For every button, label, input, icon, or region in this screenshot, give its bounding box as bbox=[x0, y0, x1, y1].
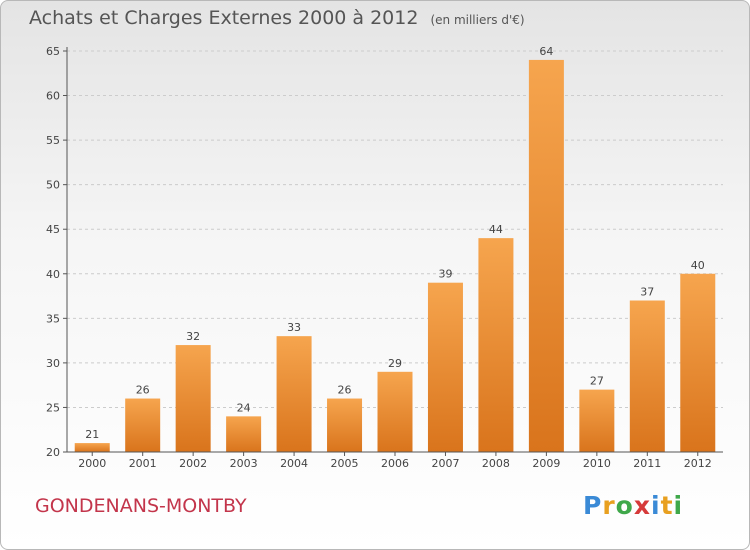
x-tick-label: 2006 bbox=[381, 457, 409, 470]
chart-title: Achats et Charges Externes 2000 à 2012 (e… bbox=[29, 7, 525, 29]
y-tick-label: 20 bbox=[46, 446, 60, 459]
bar-2002 bbox=[175, 345, 211, 452]
bar-2005 bbox=[327, 398, 363, 452]
y-tick-label: 55 bbox=[46, 134, 60, 147]
x-tick-label: 2005 bbox=[331, 457, 359, 470]
chart-title-text: Achats et Charges Externes 2000 à 2012 bbox=[29, 7, 419, 29]
x-tick-label: 2008 bbox=[482, 457, 510, 470]
logo-letter: i bbox=[673, 491, 684, 520]
data-label: 33 bbox=[287, 321, 301, 334]
data-label: 64 bbox=[539, 45, 553, 58]
y-tick-label: 45 bbox=[46, 223, 60, 236]
y-tick-label: 65 bbox=[46, 45, 60, 58]
x-tick-label: 2002 bbox=[179, 457, 207, 470]
x-tick-label: 2012 bbox=[684, 457, 712, 470]
logo-letter: r bbox=[602, 491, 616, 520]
logo-letter: o bbox=[615, 491, 634, 520]
axes: 20 25 30 35 40 45 50 55 60 65 2000 2001 2002 2003 2004… bbox=[46, 45, 723, 470]
bar-2003 bbox=[226, 416, 262, 452]
data-label: 21 bbox=[85, 428, 99, 441]
data-label: 40 bbox=[691, 259, 705, 272]
logo-letter: i bbox=[651, 491, 661, 520]
x-tick-label: 2003 bbox=[230, 457, 258, 470]
bar-2011 bbox=[629, 300, 665, 452]
logo-letter: P bbox=[583, 491, 603, 520]
y-tick-label: 50 bbox=[46, 179, 60, 192]
logo-letter: t bbox=[660, 491, 674, 520]
y-tick-label: 30 bbox=[46, 357, 60, 370]
bar-2010 bbox=[579, 389, 615, 452]
commune-name: GONDENANS-MONTBY bbox=[35, 495, 247, 517]
bar-2001 bbox=[125, 398, 161, 452]
bars: 21 26 32 24 33 26 29 39 44 64 27 37 40 bbox=[74, 45, 716, 453]
x-tick-label: 2007 bbox=[431, 457, 459, 470]
bar-2012 bbox=[680, 273, 716, 452]
x-tick-label: 2009 bbox=[532, 457, 560, 470]
x-tick-label: 2001 bbox=[129, 457, 157, 470]
data-label: 37 bbox=[640, 286, 654, 299]
bar-2004 bbox=[276, 336, 312, 452]
x-tick-label: 2000 bbox=[78, 457, 106, 470]
grid-lines bbox=[67, 50, 723, 408]
logo-letter: x bbox=[633, 491, 651, 520]
bar-2007 bbox=[427, 282, 463, 452]
data-label: 26 bbox=[338, 384, 352, 397]
y-tick-label: 25 bbox=[46, 401, 60, 414]
data-label: 24 bbox=[237, 401, 251, 414]
data-label: 39 bbox=[438, 268, 452, 281]
x-tick-label: 2011 bbox=[633, 457, 661, 470]
data-label: 29 bbox=[388, 357, 402, 370]
x-tick-label: 2010 bbox=[583, 457, 611, 470]
y-tick-label: 35 bbox=[46, 312, 60, 325]
data-label: 26 bbox=[136, 384, 150, 397]
bar-2006 bbox=[377, 371, 413, 452]
data-label: 27 bbox=[590, 375, 604, 388]
y-tick-label: 60 bbox=[46, 90, 60, 103]
bar-2009 bbox=[528, 59, 564, 453]
data-label: 44 bbox=[489, 223, 503, 236]
chart-subtitle: (en milliers d'€) bbox=[430, 13, 525, 27]
bar-2000 bbox=[74, 443, 110, 452]
x-tick-label: 2004 bbox=[280, 457, 308, 470]
y-tick-label: 40 bbox=[46, 268, 60, 281]
data-label: 32 bbox=[186, 330, 200, 343]
proxiti-logo[interactable]: Proxiti bbox=[583, 491, 683, 520]
bar-2008 bbox=[478, 238, 514, 452]
